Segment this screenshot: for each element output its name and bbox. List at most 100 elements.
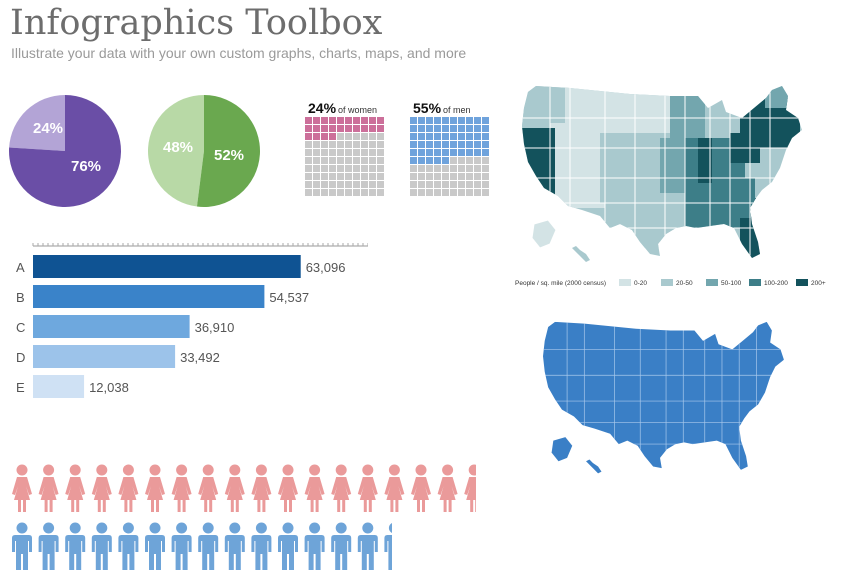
legend-label-1: 20-50 bbox=[676, 280, 693, 287]
waffle-cell bbox=[418, 117, 425, 124]
waffle-cell bbox=[458, 117, 465, 124]
waffle-cell bbox=[426, 125, 433, 132]
page-title: Infographics Toolbox bbox=[10, 3, 383, 43]
waffle-cell bbox=[458, 149, 465, 156]
waffle-cell bbox=[410, 117, 417, 124]
waffle-cell bbox=[418, 141, 425, 148]
waffle-cell bbox=[305, 165, 312, 172]
us-density-states bbox=[522, 86, 802, 258]
woman-figure-icon bbox=[304, 464, 325, 512]
waffle-cell bbox=[313, 141, 320, 148]
waffle-cell bbox=[426, 181, 433, 188]
waffle-cell bbox=[466, 165, 473, 172]
hawaii-shape bbox=[586, 459, 602, 474]
waffle-cell bbox=[434, 133, 441, 140]
bar bbox=[33, 345, 176, 368]
legend-label-2: 50-100 bbox=[721, 280, 742, 287]
waffle-cell bbox=[426, 149, 433, 156]
waffle-cell bbox=[426, 189, 433, 196]
waffle-cell bbox=[361, 157, 368, 164]
waffle-cell bbox=[329, 141, 336, 148]
waffle-cell bbox=[361, 181, 368, 188]
man-figure-icon bbox=[384, 522, 392, 570]
waffle-cell bbox=[482, 125, 489, 132]
waffle-cell bbox=[458, 173, 465, 180]
waffle-cell bbox=[353, 133, 360, 140]
waffle-cell bbox=[313, 157, 320, 164]
page-subtitle: Illustrate your data with your own custo… bbox=[11, 45, 467, 61]
waffle-cell bbox=[442, 189, 449, 196]
pie-slice-small bbox=[147, 95, 204, 207]
waffle-cell bbox=[361, 125, 368, 132]
legend-swatch-4 bbox=[796, 279, 808, 286]
waffle-cell bbox=[313, 181, 320, 188]
waffle-cell bbox=[458, 165, 465, 172]
waffle-cell bbox=[305, 125, 312, 132]
waffle-cell bbox=[345, 125, 352, 132]
waffle-cell bbox=[337, 173, 344, 180]
waffle-cell bbox=[434, 189, 441, 196]
woman-figure-icon bbox=[464, 464, 476, 512]
waffle-cell bbox=[418, 125, 425, 132]
waffle-cell bbox=[482, 165, 489, 172]
waffle-cell bbox=[458, 181, 465, 188]
waffle-cell bbox=[377, 133, 384, 140]
waffle-cell bbox=[474, 117, 481, 124]
waffle-cell bbox=[345, 157, 352, 164]
bar bbox=[33, 285, 265, 308]
woman-figure-icon bbox=[251, 464, 272, 512]
woman-figure-icon bbox=[91, 464, 112, 512]
waffle-cell bbox=[345, 173, 352, 180]
waffle-cell bbox=[345, 149, 352, 156]
waffle-cell bbox=[369, 149, 376, 156]
waffle-cell bbox=[321, 125, 328, 132]
waffle-cell bbox=[442, 173, 449, 180]
waffle-cell bbox=[305, 189, 312, 196]
pie-chart-purple: 24% 76% bbox=[9, 95, 122, 207]
waffle-cell bbox=[418, 181, 425, 188]
waffle-women-heading: 24% of women bbox=[308, 100, 377, 116]
waffle-cell bbox=[329, 189, 336, 196]
waffle-cell bbox=[337, 157, 344, 164]
waffle-cell bbox=[369, 173, 376, 180]
man-figure-icon bbox=[145, 522, 165, 570]
waffle-cell bbox=[321, 189, 328, 196]
waffle-cell bbox=[442, 149, 449, 156]
bar-value-c: 36,910 bbox=[195, 320, 235, 335]
waffle-cell bbox=[321, 157, 328, 164]
waffle-men-heading: 55% of men bbox=[413, 100, 471, 116]
waffle-cell bbox=[353, 157, 360, 164]
waffle-cell bbox=[466, 173, 473, 180]
waffle-cell bbox=[329, 133, 336, 140]
waffle-cell bbox=[442, 133, 449, 140]
waffle-women bbox=[305, 117, 384, 196]
waffle-cell bbox=[377, 141, 384, 148]
man-figure-icon bbox=[118, 522, 139, 570]
waffle-cell bbox=[329, 125, 336, 132]
waffle-cell bbox=[321, 165, 328, 172]
bar-category-d: D bbox=[16, 350, 25, 365]
woman-figure-icon bbox=[12, 464, 32, 512]
hawaii-shape bbox=[572, 246, 590, 262]
waffle-cell bbox=[466, 149, 473, 156]
waffle-cell bbox=[377, 181, 384, 188]
waffle-cell bbox=[458, 157, 465, 164]
waffle-cell bbox=[442, 125, 449, 132]
man-figure-icon bbox=[91, 522, 112, 570]
waffle-cell bbox=[474, 141, 481, 148]
man-figure-icon bbox=[198, 522, 219, 570]
waffle-cell bbox=[474, 181, 481, 188]
waffle-cell bbox=[337, 181, 344, 188]
waffle-cell bbox=[361, 173, 368, 180]
waffle-cell bbox=[313, 149, 320, 156]
waffle-cell bbox=[345, 141, 352, 148]
waffle-cell bbox=[426, 141, 433, 148]
pie-slice-small bbox=[9, 95, 65, 151]
waffle-cell bbox=[410, 181, 417, 188]
waffle-cell bbox=[337, 165, 344, 172]
waffle-cell bbox=[482, 173, 489, 180]
waffle-cell bbox=[442, 157, 449, 164]
man-figure-icon bbox=[224, 522, 245, 570]
waffle-cell bbox=[450, 125, 457, 132]
woman-figure-icon bbox=[171, 464, 192, 512]
